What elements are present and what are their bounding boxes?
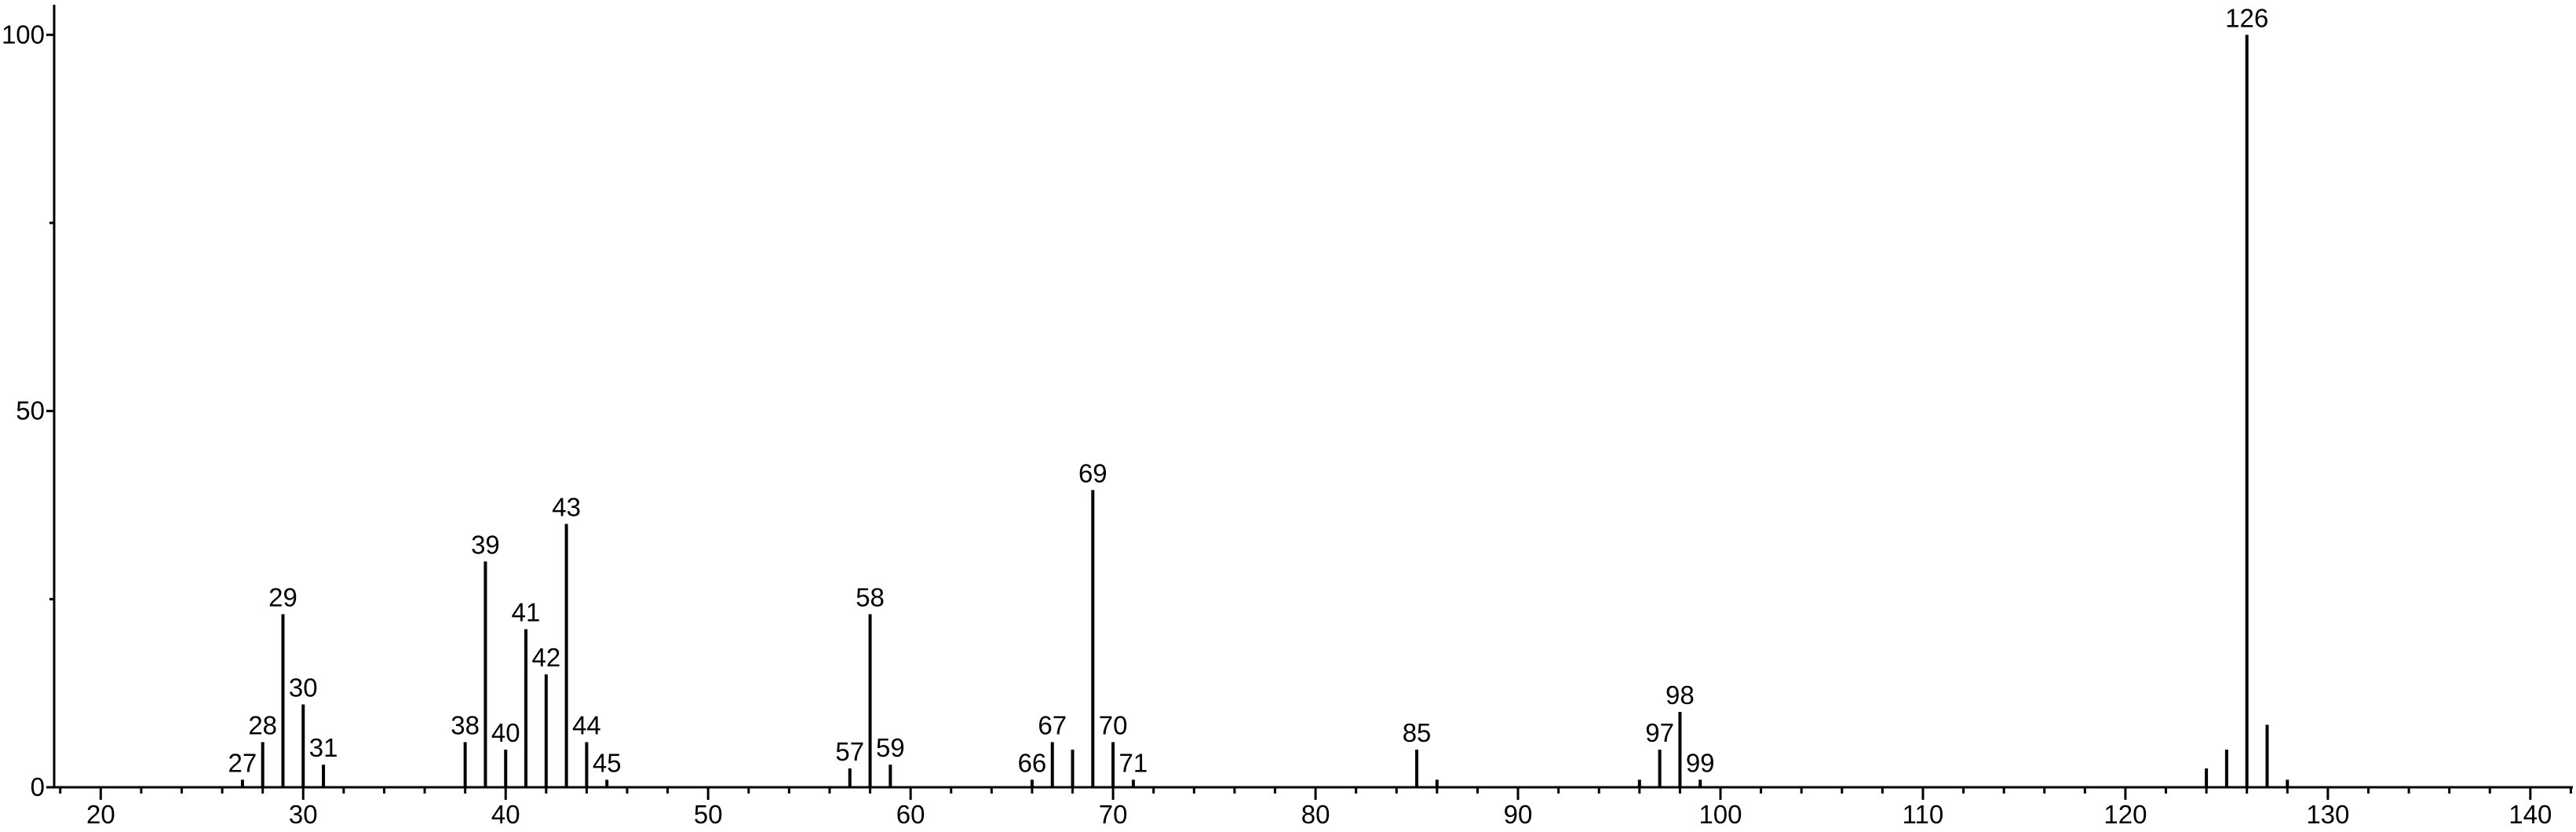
peak-label: 42 [531, 643, 560, 672]
peak-label: 31 [309, 733, 338, 762]
peak-label: 69 [1078, 458, 1107, 487]
x-tick-label: 70 [1099, 800, 1128, 829]
x-tick-label: 130 [2306, 800, 2349, 829]
peak-label: 29 [268, 583, 297, 612]
peak-label: 85 [1403, 718, 1432, 747]
y-tick-label: 0 [31, 772, 45, 801]
peak-label: 39 [471, 530, 500, 559]
peak-label: 45 [593, 748, 622, 777]
x-tick-label: 60 [896, 800, 925, 829]
x-tick-label: 40 [491, 800, 520, 829]
peak-label: 126 [2225, 3, 2268, 32]
x-tick-label: 120 [2103, 800, 2147, 829]
x-tick-label: 20 [86, 800, 115, 829]
peak-label: 57 [835, 737, 864, 766]
peak-label: 44 [572, 710, 601, 739]
peak-label: 27 [228, 748, 257, 777]
peak-label: 43 [552, 492, 581, 521]
x-tick-label: 100 [1698, 800, 1742, 829]
peak-label: 98 [1666, 681, 1695, 710]
y-tick-label: 100 [2, 20, 45, 49]
y-tick-label: 50 [16, 396, 45, 425]
peak-label: 30 [289, 673, 318, 702]
x-tick-label: 90 [1504, 800, 1533, 829]
peak-label: 59 [876, 733, 905, 762]
peak-label: 41 [512, 598, 541, 627]
x-tick-label: 30 [289, 800, 318, 829]
x-tick-label: 80 [1301, 800, 1330, 829]
peak-label: 71 [1119, 748, 1148, 777]
peak-label: 58 [856, 583, 885, 612]
peak-label: 67 [1038, 710, 1067, 739]
x-tick-label: 50 [694, 800, 723, 829]
peak-label: 28 [248, 710, 277, 739]
x-tick-label: 110 [1903, 800, 1944, 829]
peak-label: 97 [1645, 718, 1674, 747]
peak-label: 70 [1099, 710, 1128, 739]
x-tick-label: 140 [2508, 800, 2552, 829]
peak-label: 40 [491, 718, 520, 747]
peak-label: 99 [1686, 748, 1715, 777]
peak-label: 66 [1018, 748, 1047, 777]
peak-label: 38 [451, 710, 480, 739]
